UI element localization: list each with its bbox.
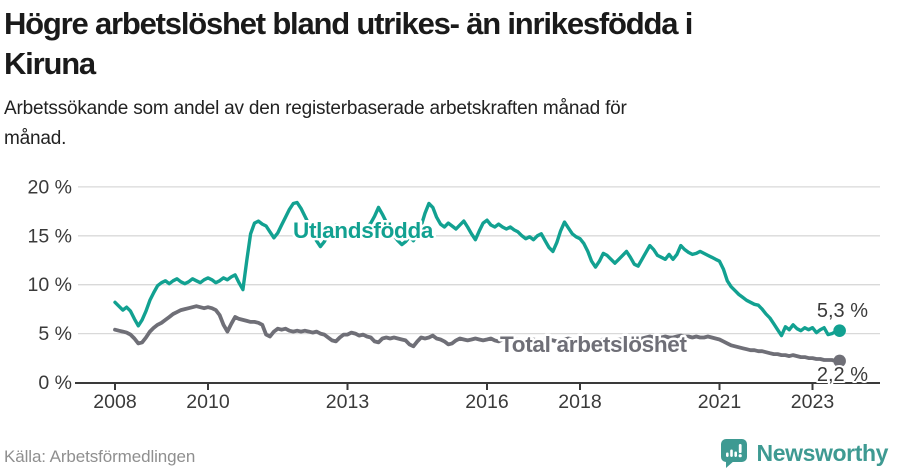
series-line-total [113,304,842,363]
title-line-2: Kiruna [4,46,96,81]
subtitle-line-2: månad. [4,128,67,149]
chart-subtitle: Arbetssökande som andel av den registerb… [4,94,844,154]
subtitle-line-1: Arbetssökande som andel av den registerb… [4,98,627,119]
x-tick-label: 2016 [465,391,508,413]
page-title: Högre arbetslöshet bland utrikes- än inr… [4,4,864,84]
end-value-utlandsfodda: 5,3 % [817,300,868,322]
y-tick-label: 20 % [28,176,72,198]
end-value-total-arbetsloshet: 2,2 % [817,364,868,386]
y-tick-label: 15 % [28,225,72,247]
end-dot-total [833,354,846,368]
title-line-1: Högre arbetslöshet bland utrikes- än inr… [4,6,693,41]
newsworthy-logo[interactable]: Newsworthy [719,438,888,469]
x-axis-labels: 2008 2010 2013 2016 2018 2021 2023 [93,391,834,413]
y-tick-label: 5 % [38,323,72,345]
source-note: Källa: Arbetsförmedlingen [4,447,196,466]
newsworthy-logo-text: Newsworthy [756,440,889,466]
end-dot-utlandsfodda [833,324,846,337]
x-tick-label: 2013 [326,391,369,413]
x-axis [75,382,880,390]
x-tick-label: 2021 [698,391,741,413]
series-lines [113,200,842,363]
bar-chart-speech-bubble-icon [720,439,747,468]
y-axis-labels: 0 % 5 % 10 % 15 % 20 % [28,176,72,394]
series-end-dots [833,324,846,368]
y-tick-label: 0 % [38,372,72,394]
series-label-utlandsfodda: Utlandsfödda [293,218,434,243]
x-tick-label: 2023 [791,391,834,413]
series-label-total-arbetsloshet: Total arbetslöshet [500,332,688,357]
gridlines [78,186,880,335]
series-line-utlandsfodda [113,200,842,338]
x-tick-label: 2008 [93,391,136,413]
x-tick-label: 2018 [558,391,601,413]
y-tick-label: 10 % [28,274,72,296]
x-tick-label: 2010 [186,391,230,413]
